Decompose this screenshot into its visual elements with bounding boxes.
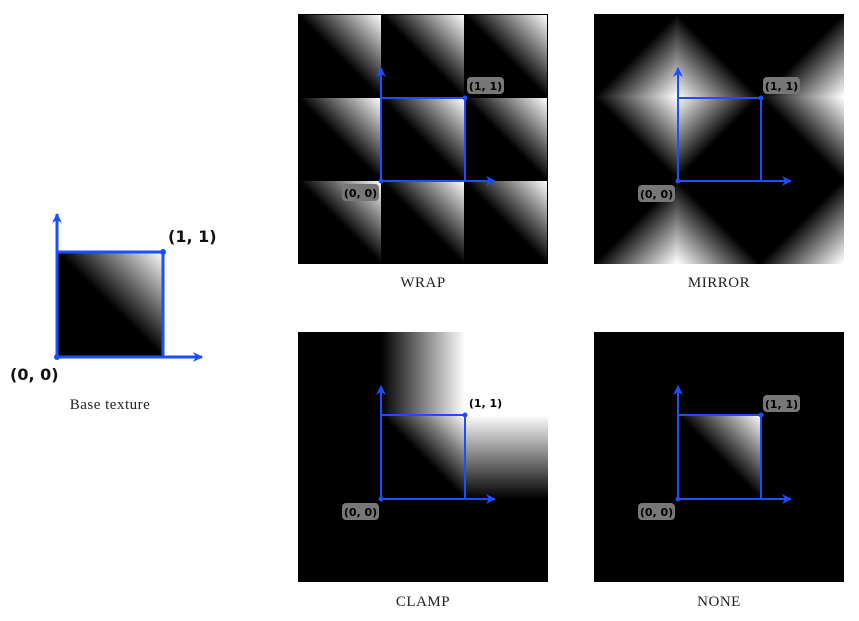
- clamp-diagram: (1, 1) (0, 0): [298, 332, 548, 582]
- wrap-diagram: (1, 1) (0, 0): [298, 14, 548, 264]
- caption-base-texture: Base texture: [69, 397, 151, 413]
- wrap-origin-label: (0, 0): [344, 187, 377, 200]
- none-corner-label: (1, 1): [765, 398, 798, 411]
- caption-mirror: MIRROR: [687, 275, 751, 291]
- mirror-texture: [594, 14, 844, 264]
- wrap-texture: [298, 14, 548, 264]
- wrap-corner-label: (1, 1): [469, 80, 502, 93]
- base-texture-square: [57, 252, 163, 357]
- base-corner-label: (1, 1): [168, 227, 217, 246]
- base-texture-diagram: (1, 1) (0, 0): [10, 213, 217, 384]
- mirror-diagram: (1, 1) (0, 0): [594, 14, 844, 264]
- mirror-corner-label: (1, 1): [765, 80, 798, 93]
- caption-none: NONE: [697, 594, 741, 610]
- caption-clamp: CLAMP: [395, 594, 451, 610]
- mirror-origin-label: (0, 0): [640, 188, 673, 201]
- caption-wrap: WRAP: [400, 275, 446, 291]
- none-diagram: (1, 1) (0, 0): [594, 332, 844, 582]
- clamp-origin-label: (0, 0): [344, 506, 377, 519]
- none-origin-label: (0, 0): [640, 506, 673, 519]
- clamp-corner-label: (1, 1): [469, 397, 502, 410]
- base-origin-label: (0, 0): [10, 365, 59, 384]
